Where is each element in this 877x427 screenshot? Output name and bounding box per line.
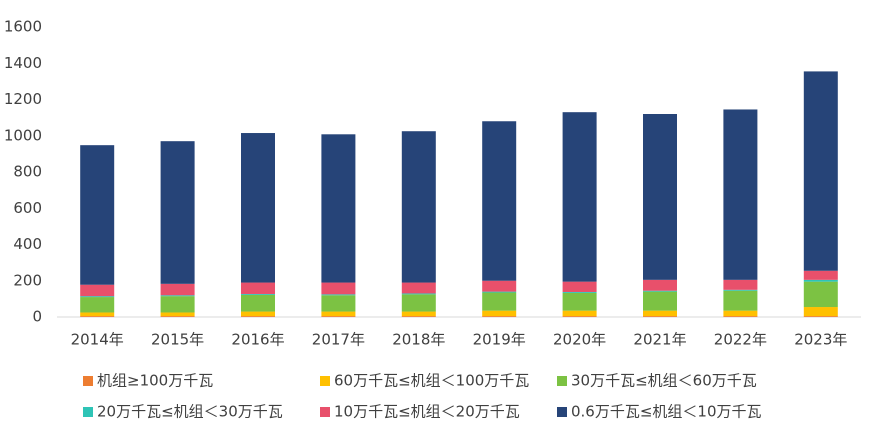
bar-segment <box>241 311 275 317</box>
x-tick-label: 2014年 <box>71 331 124 349</box>
bar-segment <box>401 293 436 295</box>
x-tick-label: 2021年 <box>633 331 686 349</box>
bar-segment <box>80 312 115 317</box>
y-tick-label: 600 <box>13 199 42 217</box>
bar-segment <box>723 290 758 311</box>
bar-segment <box>723 316 758 317</box>
y-tick-label: 1600 <box>4 18 42 36</box>
bar-segment <box>321 134 356 283</box>
y-tick-label: 1200 <box>4 90 42 108</box>
bar-segment <box>482 310 517 317</box>
bar-segment <box>160 316 195 317</box>
bar-segment <box>80 284 115 297</box>
bar-segment <box>803 307 838 317</box>
legend-swatch <box>83 407 93 417</box>
bar-segment <box>482 291 517 293</box>
bar-segment <box>643 114 677 280</box>
bar-segment <box>80 145 115 285</box>
legend-swatch <box>320 376 330 386</box>
bar-segment <box>241 133 275 283</box>
bar-segment <box>241 294 275 312</box>
legend-swatch <box>320 407 330 417</box>
bar-segment <box>401 316 436 317</box>
bar-segment <box>401 131 436 283</box>
legend-label: 0.6万千瓦≤机组＜10万千瓦 <box>571 403 762 421</box>
x-tick-label: 2016年 <box>231 331 284 349</box>
bar-segment <box>482 316 517 317</box>
bar-segment <box>803 316 838 317</box>
bar-segment <box>803 281 838 308</box>
x-tick-label: 2018年 <box>392 331 445 349</box>
y-tick-label: 400 <box>13 235 42 253</box>
bar-segment <box>482 121 517 281</box>
bar-segment <box>562 316 597 317</box>
bar-segment <box>643 279 677 291</box>
y-tick-label: 1400 <box>4 54 42 72</box>
bar-segment <box>803 270 838 280</box>
bar-segment <box>723 310 758 317</box>
bar-segment <box>401 282 436 294</box>
x-tick-label: 2022年 <box>714 331 767 349</box>
bar-segment <box>643 290 677 292</box>
bar-segment <box>160 141 195 284</box>
x-tick-label: 2023年 <box>794 331 847 349</box>
bar-segment <box>562 292 597 311</box>
bar-segment <box>401 294 436 312</box>
x-tick-label: 2019年 <box>473 331 526 349</box>
legend-label: 30万千瓦≤机组＜60万千瓦 <box>571 372 757 390</box>
bar-segment <box>482 280 517 292</box>
bar-segment <box>643 310 677 317</box>
bar-segment <box>562 291 597 293</box>
bar-segment <box>482 292 517 311</box>
legend-label: 机组≥100万千瓦 <box>97 372 213 390</box>
legend-swatch <box>557 376 567 386</box>
bar-segment <box>562 281 597 292</box>
bar-segment <box>321 282 356 295</box>
bar-segment <box>723 279 758 290</box>
bar-segment <box>80 297 115 313</box>
bar-segment <box>80 316 115 317</box>
bar-segment <box>80 296 115 298</box>
bar-segment <box>321 311 356 317</box>
bar-segment <box>321 316 356 317</box>
bar-segment <box>803 71 838 271</box>
legend-swatch <box>557 407 567 417</box>
y-tick-label: 800 <box>13 163 42 181</box>
y-tick-label: 1000 <box>4 126 42 144</box>
bar-segment <box>241 293 275 295</box>
legend-label: 20万千瓦≤机组＜30万千瓦 <box>97 403 283 421</box>
legend-label: 10万千瓦≤机组＜20万千瓦 <box>334 403 520 421</box>
bar-segment <box>643 291 677 311</box>
bar-segment <box>321 295 356 312</box>
legend-label: 60万千瓦≤机组＜100万千瓦 <box>334 372 529 390</box>
bar-segment <box>160 312 195 317</box>
legend-swatch <box>83 376 93 386</box>
bar-segment <box>723 289 758 291</box>
bar-segment <box>723 109 758 280</box>
x-tick-label: 2015年 <box>151 331 204 349</box>
bar-segment <box>160 283 195 296</box>
bar-segment <box>562 112 597 282</box>
bar-segment <box>643 316 677 317</box>
y-tick-label: 200 <box>13 271 42 289</box>
bar-segment <box>160 295 195 297</box>
bar-segment <box>401 311 436 317</box>
bar-segment <box>241 282 275 294</box>
bar-segment <box>160 296 195 313</box>
x-tick-label: 2017年 <box>312 331 365 349</box>
bar-segment <box>321 294 356 296</box>
y-tick-label: 0 <box>32 308 42 326</box>
x-tick-label: 2020年 <box>553 331 606 349</box>
bar-segment <box>241 316 275 317</box>
bar-segment <box>562 310 597 317</box>
bar-segment <box>803 279 838 282</box>
